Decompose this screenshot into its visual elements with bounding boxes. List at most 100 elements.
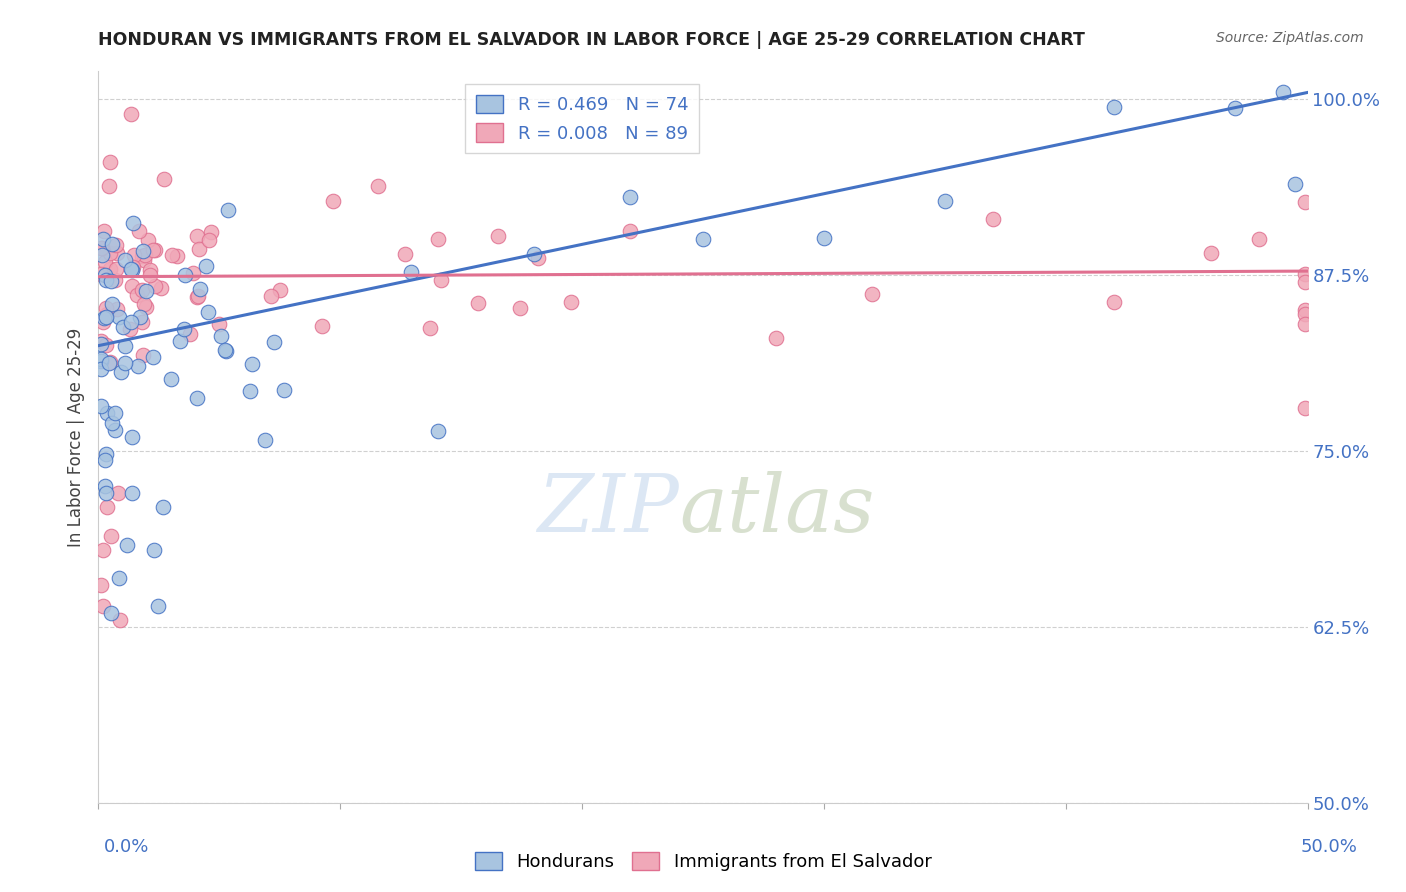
Point bbox=[269, 283, 291, 297]
Point bbox=[860, 286, 883, 301]
Point bbox=[93, 268, 115, 282]
Point bbox=[526, 251, 548, 265]
Point bbox=[96, 406, 118, 420]
Point bbox=[401, 265, 423, 279]
Point bbox=[143, 279, 166, 293]
Point bbox=[134, 297, 156, 311]
Point bbox=[91, 315, 114, 329]
Point bbox=[134, 248, 156, 262]
Point bbox=[195, 259, 218, 273]
Point bbox=[619, 224, 641, 238]
Point bbox=[207, 318, 229, 332]
Point bbox=[136, 233, 159, 247]
Point bbox=[174, 268, 197, 283]
Point bbox=[118, 322, 141, 336]
Point bbox=[186, 229, 208, 244]
Point bbox=[100, 528, 122, 542]
Point bbox=[131, 283, 153, 297]
Point bbox=[94, 486, 117, 500]
Point bbox=[94, 337, 117, 351]
Point bbox=[135, 284, 157, 298]
Legend: Hondurans, Immigrants from El Salvador: Hondurans, Immigrants from El Salvador bbox=[467, 845, 939, 879]
Text: ZIP: ZIP bbox=[537, 472, 679, 549]
Point bbox=[90, 267, 112, 281]
Point bbox=[273, 383, 295, 397]
Point bbox=[254, 433, 277, 447]
Point bbox=[188, 282, 211, 296]
Text: Source: ZipAtlas.com: Source: ZipAtlas.com bbox=[1216, 31, 1364, 45]
Point bbox=[108, 613, 131, 627]
Point bbox=[114, 252, 136, 267]
Point bbox=[100, 245, 122, 260]
Point bbox=[90, 351, 112, 366]
Point bbox=[105, 237, 128, 252]
Point bbox=[619, 190, 641, 204]
Point bbox=[187, 242, 209, 256]
Point bbox=[141, 350, 163, 364]
Point bbox=[91, 599, 114, 613]
Point bbox=[108, 571, 131, 585]
Text: 0.0%: 0.0% bbox=[104, 838, 149, 855]
Point bbox=[100, 606, 122, 620]
Point bbox=[94, 310, 117, 325]
Point bbox=[98, 356, 121, 370]
Point bbox=[90, 362, 112, 376]
Point bbox=[813, 231, 835, 245]
Point bbox=[692, 232, 714, 246]
Point bbox=[132, 244, 155, 259]
Point bbox=[1102, 294, 1125, 309]
Y-axis label: In Labor Force | Age 25-29: In Labor Force | Age 25-29 bbox=[67, 327, 86, 547]
Point bbox=[90, 399, 112, 413]
Point bbox=[101, 237, 124, 252]
Point bbox=[121, 216, 143, 230]
Point bbox=[114, 356, 136, 370]
Point bbox=[108, 310, 131, 324]
Point bbox=[94, 254, 117, 268]
Point bbox=[105, 302, 128, 317]
Point bbox=[239, 384, 262, 398]
Point bbox=[322, 194, 344, 208]
Point bbox=[104, 261, 127, 276]
Legend: R = 0.469   N = 74, R = 0.008   N = 89: R = 0.469 N = 74, R = 0.008 N = 89 bbox=[465, 84, 699, 153]
Point bbox=[120, 107, 142, 121]
Point bbox=[121, 430, 143, 444]
Point bbox=[120, 261, 142, 276]
Point bbox=[90, 578, 112, 592]
Point bbox=[90, 354, 112, 368]
Point bbox=[98, 154, 121, 169]
Point bbox=[132, 348, 155, 362]
Point bbox=[260, 289, 283, 303]
Point bbox=[427, 232, 450, 246]
Point bbox=[427, 424, 450, 438]
Point bbox=[1294, 307, 1316, 321]
Point bbox=[138, 268, 160, 282]
Point bbox=[142, 243, 165, 257]
Point bbox=[1223, 101, 1246, 115]
Point bbox=[90, 336, 112, 351]
Point bbox=[104, 273, 127, 287]
Point bbox=[96, 500, 118, 515]
Text: HONDURAN VS IMMIGRANTS FROM EL SALVADOR IN LABOR FORCE | AGE 25-29 CORRELATION C: HONDURAN VS IMMIGRANTS FROM EL SALVADOR … bbox=[98, 31, 1085, 49]
Point bbox=[138, 263, 160, 277]
Point bbox=[1294, 401, 1316, 415]
Point bbox=[1284, 177, 1306, 191]
Point bbox=[121, 315, 143, 329]
Point bbox=[367, 178, 389, 193]
Point bbox=[93, 224, 115, 238]
Point bbox=[217, 202, 239, 217]
Point bbox=[121, 486, 143, 500]
Point bbox=[143, 542, 166, 557]
Point bbox=[121, 279, 143, 293]
Point bbox=[200, 225, 222, 239]
Point bbox=[107, 486, 129, 500]
Point bbox=[430, 273, 453, 287]
Point bbox=[1272, 86, 1295, 100]
Point bbox=[394, 247, 416, 261]
Point bbox=[96, 447, 118, 461]
Point bbox=[419, 321, 441, 335]
Point bbox=[148, 599, 170, 613]
Point bbox=[91, 231, 114, 245]
Point bbox=[162, 248, 184, 262]
Point bbox=[1102, 100, 1125, 114]
Point bbox=[186, 290, 208, 304]
